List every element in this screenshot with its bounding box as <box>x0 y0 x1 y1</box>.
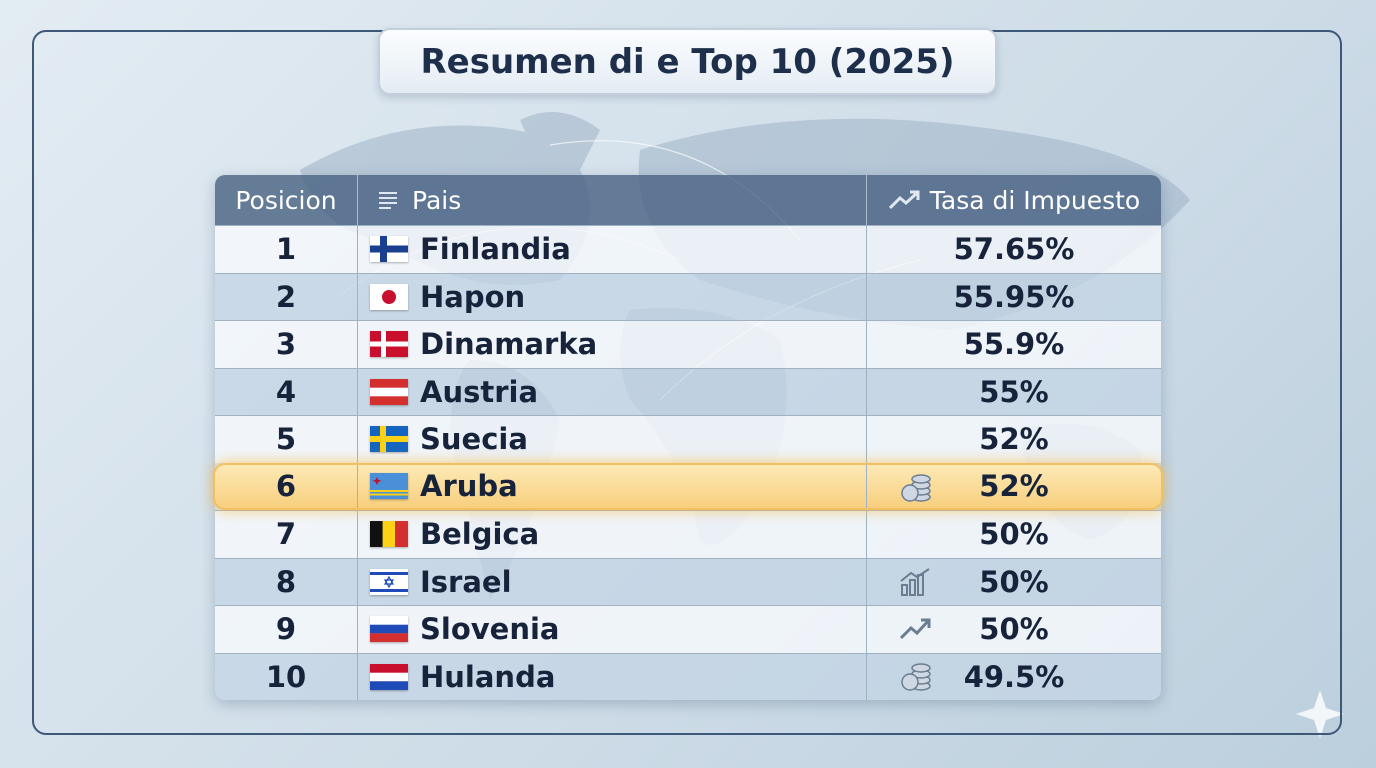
position: 10 <box>265 659 307 694</box>
header-cell: Posicion <box>215 175 358 225</box>
flag <box>370 663 408 690</box>
flag <box>370 568 408 595</box>
title-box: Resumen di e Top 10 (2025) <box>378 28 997 95</box>
country-cell: Slovenia <box>358 606 867 653</box>
tax-rate: 55.9% <box>963 327 1065 362</box>
flag <box>370 283 408 310</box>
country-cell: Austria <box>358 368 867 415</box>
header-text: Tasa di Impuesto <box>929 185 1141 215</box>
rate-cell: 50% <box>867 511 1161 558</box>
country-cell: Finlandia <box>358 226 867 273</box>
position-cell: 8 <box>215 558 358 605</box>
position-cell: 6 <box>215 464 358 508</box>
position: 3 <box>275 327 297 362</box>
rate-cell: 57.65% <box>867 226 1161 273</box>
country-cell: Hapon <box>358 273 867 320</box>
tax-rate: 52% <box>979 469 1049 504</box>
rate-cell: 52% <box>867 416 1161 463</box>
header-cell: Pais <box>358 175 867 225</box>
country: Austria <box>420 374 539 409</box>
header-cell: Tasa di Impuesto <box>867 175 1161 225</box>
country: Slovenia <box>420 612 560 647</box>
table-row: 3 Dinamarka 55.9% <box>215 320 1161 368</box>
position-cell: 1 <box>215 226 358 273</box>
flag <box>370 521 408 548</box>
country-cell: Hulanda <box>358 653 867 700</box>
table-row: 10 Hulanda 49.5% <box>215 652 1161 701</box>
flag <box>370 378 408 405</box>
country: Aruba <box>420 469 518 504</box>
position-cell: 9 <box>215 606 358 653</box>
table-row: 8 Israel 50% <box>215 557 1161 606</box>
tax-rate: 52% <box>979 422 1049 457</box>
flag <box>370 616 408 643</box>
position: 6 <box>275 469 297 504</box>
rate-cell: 49.5% <box>867 654 1161 701</box>
position: 1 <box>275 232 297 267</box>
position-cell: 10 <box>215 653 358 700</box>
decor-icon <box>901 662 931 691</box>
rate-cell: 55% <box>867 369 1161 416</box>
flag <box>370 473 408 500</box>
tax-rate: 50% <box>979 517 1049 552</box>
position-cell: 7 <box>215 511 358 558</box>
list-icon <box>379 192 397 209</box>
trend-icon <box>888 190 920 210</box>
title: Resumen di e Top 10 (2025) <box>420 41 955 82</box>
table-row: 1 Finlandia 57.65% <box>215 225 1161 273</box>
country: Dinamarka <box>420 327 598 362</box>
position-cell: 5 <box>215 416 358 463</box>
table-body: 1 Finlandia 57.65% 2 Hapon 55.95% 3 Dinamarka 55… <box>213 225 1163 701</box>
decor-icon <box>901 473 931 502</box>
tax-rate: 50% <box>979 612 1049 647</box>
tax-rate: 55% <box>979 374 1049 409</box>
table-header: Posicion Pais Tasa di Impuesto <box>215 175 1161 225</box>
rate-cell: 52% <box>867 465 1161 509</box>
country: Suecia <box>420 422 528 457</box>
decor-icon <box>900 567 930 596</box>
country: Belgica <box>420 517 540 552</box>
position-cell: 3 <box>215 321 358 368</box>
country: Finlandia <box>420 232 571 267</box>
position: 7 <box>275 517 297 552</box>
flag <box>370 426 408 453</box>
table-row: 2 Hapon 55.95% <box>215 272 1161 321</box>
country-cell: Suecia <box>358 416 867 463</box>
table-row: 6 Aruba 52% <box>213 462 1163 510</box>
tax-rate: 57.65% <box>953 232 1075 267</box>
position-cell: 2 <box>215 273 358 320</box>
position: 9 <box>275 612 297 647</box>
country-cell: Israel <box>358 558 867 605</box>
flag <box>370 236 408 263</box>
table-row: 4 Austria 55% <box>215 367 1161 416</box>
position: 2 <box>275 279 297 314</box>
header-text: Pais <box>412 185 462 215</box>
table-row: 5 Suecia 52% <box>215 415 1161 463</box>
rate-cell: 55.9% <box>867 321 1161 368</box>
tax-rate: 50% <box>979 564 1049 599</box>
tax-rate: 49.5% <box>963 659 1065 694</box>
tax-rate: 55.95% <box>953 279 1075 314</box>
position: 5 <box>275 422 297 457</box>
rate-cell: 50% <box>867 559 1161 606</box>
table: Posicion Pais Tasa di Impuesto 1 Finlandi… <box>213 175 1163 701</box>
position: 8 <box>275 564 297 599</box>
header-text: Posicion <box>235 185 337 215</box>
country: Hulanda <box>420 659 556 694</box>
position-cell: 4 <box>215 368 358 415</box>
table-row: 9 Slovenia 50% <box>215 605 1161 653</box>
rate-cell: 55.95% <box>867 274 1161 321</box>
rate-cell: 50% <box>867 606 1161 653</box>
flag <box>370 331 408 358</box>
country: Israel <box>420 564 512 599</box>
country-cell: Aruba <box>358 464 867 508</box>
position: 4 <box>275 374 297 409</box>
country: Hapon <box>420 279 526 314</box>
country-cell: Belgica <box>358 511 867 558</box>
table-row: 7 Belgica 50% <box>215 510 1161 558</box>
country-cell: Dinamarka <box>358 321 867 368</box>
decor-icon <box>899 618 931 640</box>
